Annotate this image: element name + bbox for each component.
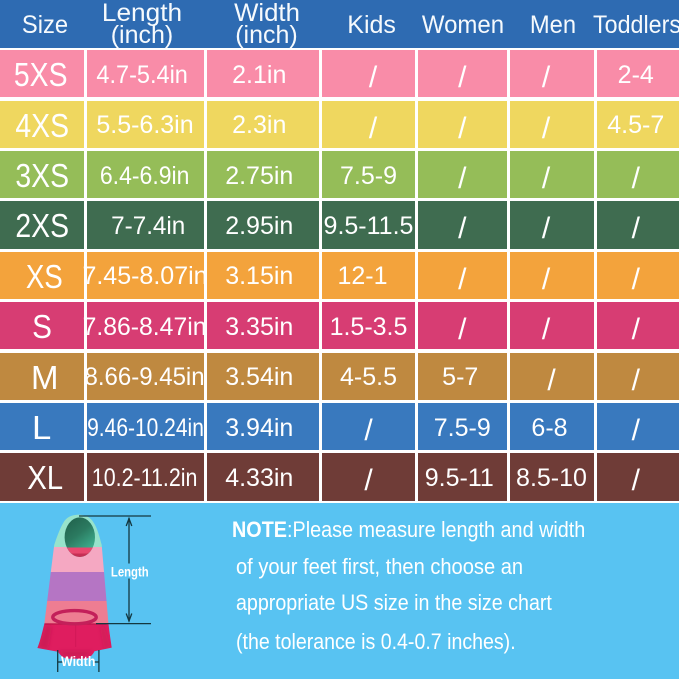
svg-text:Width: Width [61, 654, 96, 669]
svg-text:Length: Length [111, 565, 149, 580]
